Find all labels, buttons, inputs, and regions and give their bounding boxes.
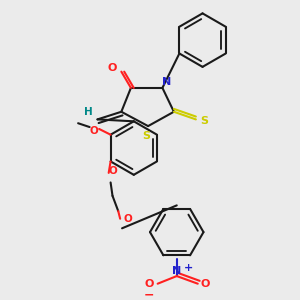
Text: N: N [172, 266, 182, 276]
Text: O: O [123, 214, 132, 224]
Text: H: H [83, 107, 92, 117]
Text: S: S [142, 130, 150, 141]
Text: O: O [108, 166, 117, 176]
Text: +: + [184, 263, 193, 273]
Text: N: N [162, 77, 171, 87]
Text: S: S [200, 116, 208, 126]
Text: O: O [201, 279, 210, 289]
Text: O: O [107, 63, 116, 73]
Text: −: − [144, 289, 154, 300]
Text: O: O [89, 126, 98, 136]
Text: O: O [144, 279, 154, 289]
